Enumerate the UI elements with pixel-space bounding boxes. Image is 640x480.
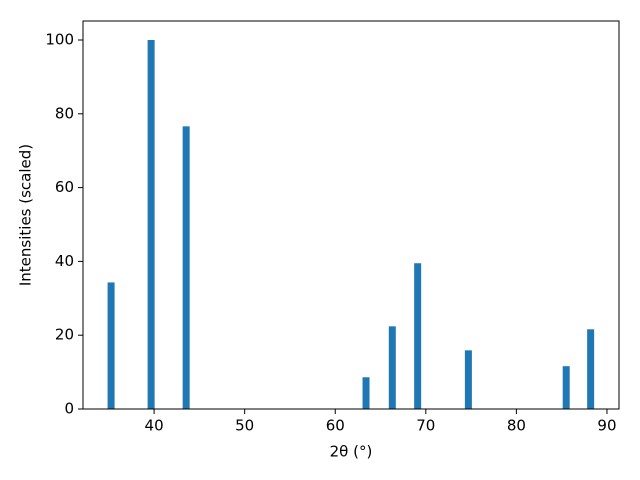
x-tick-label: 40 [145, 417, 164, 435]
bar [147, 40, 155, 410]
bar [587, 329, 595, 409]
plot-frame [82, 20, 620, 410]
bar [562, 366, 570, 409]
x-tick-label: 50 [235, 417, 254, 435]
y-tick-label: 100 [45, 31, 74, 49]
bar [362, 377, 370, 409]
x-tick-label: 70 [416, 417, 435, 435]
y-tick-label: 40 [55, 252, 74, 270]
bar [464, 350, 472, 409]
y-tick-label: 80 [55, 104, 74, 122]
bar [107, 282, 115, 409]
y-axis-label: Intensities (scaled) [17, 144, 35, 286]
y-tick-label: 0 [64, 400, 74, 418]
bar [414, 263, 422, 409]
bar [388, 326, 396, 409]
x-axis-label: 2θ (°) [330, 443, 373, 461]
x-tick-label: 60 [326, 417, 345, 435]
x-tick-label: 80 [507, 417, 526, 435]
y-tick-label: 20 [55, 326, 74, 344]
x-tick-label: 90 [597, 417, 616, 435]
y-tick-label: 60 [55, 178, 74, 196]
bar [182, 126, 190, 410]
